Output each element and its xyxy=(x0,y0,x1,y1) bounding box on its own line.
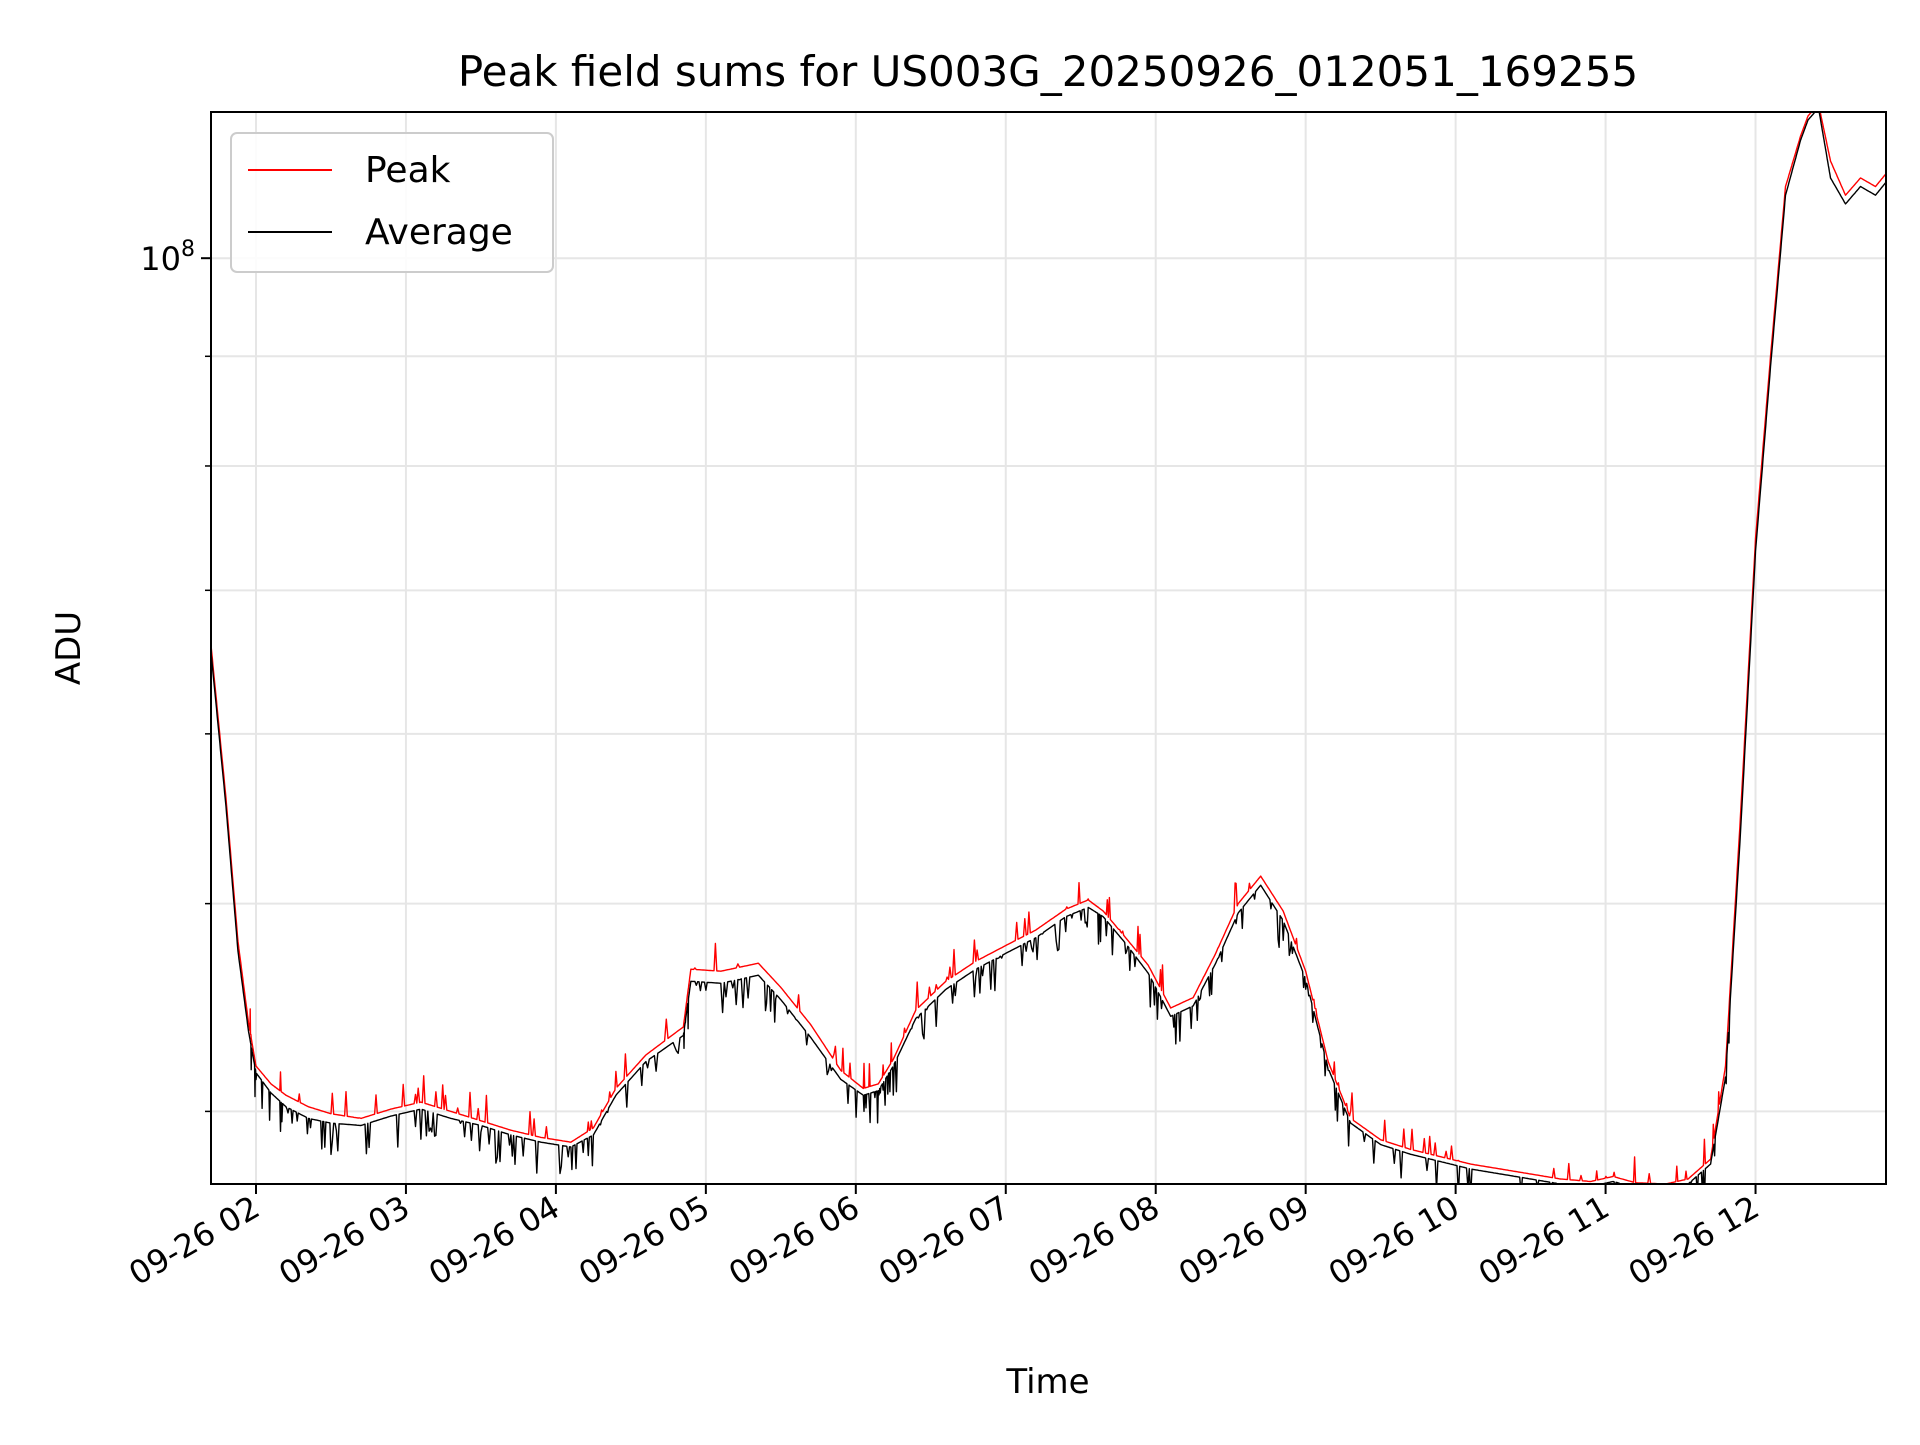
legend-label-average: Average xyxy=(365,212,513,253)
series-line-average xyxy=(211,112,1886,1184)
legend-label-peak: Peak xyxy=(365,150,451,191)
x-axis-label: Time xyxy=(1005,1362,1089,1402)
series-group xyxy=(211,112,1886,1184)
grid xyxy=(211,112,1886,1184)
legend-box xyxy=(230,132,554,273)
y-axis-label: ADU xyxy=(49,611,89,685)
y-tick-label: 108 xyxy=(140,237,195,278)
y-tick-exponent: 8 xyxy=(181,237,195,262)
plot-frame xyxy=(210,111,1887,1185)
series-line-peak xyxy=(211,112,1886,1184)
chart-title: Peak field sums for US003G_20250926_0120… xyxy=(458,47,1638,96)
legend: Peak Average xyxy=(230,132,554,273)
y-tick-base: 10 xyxy=(140,240,181,278)
